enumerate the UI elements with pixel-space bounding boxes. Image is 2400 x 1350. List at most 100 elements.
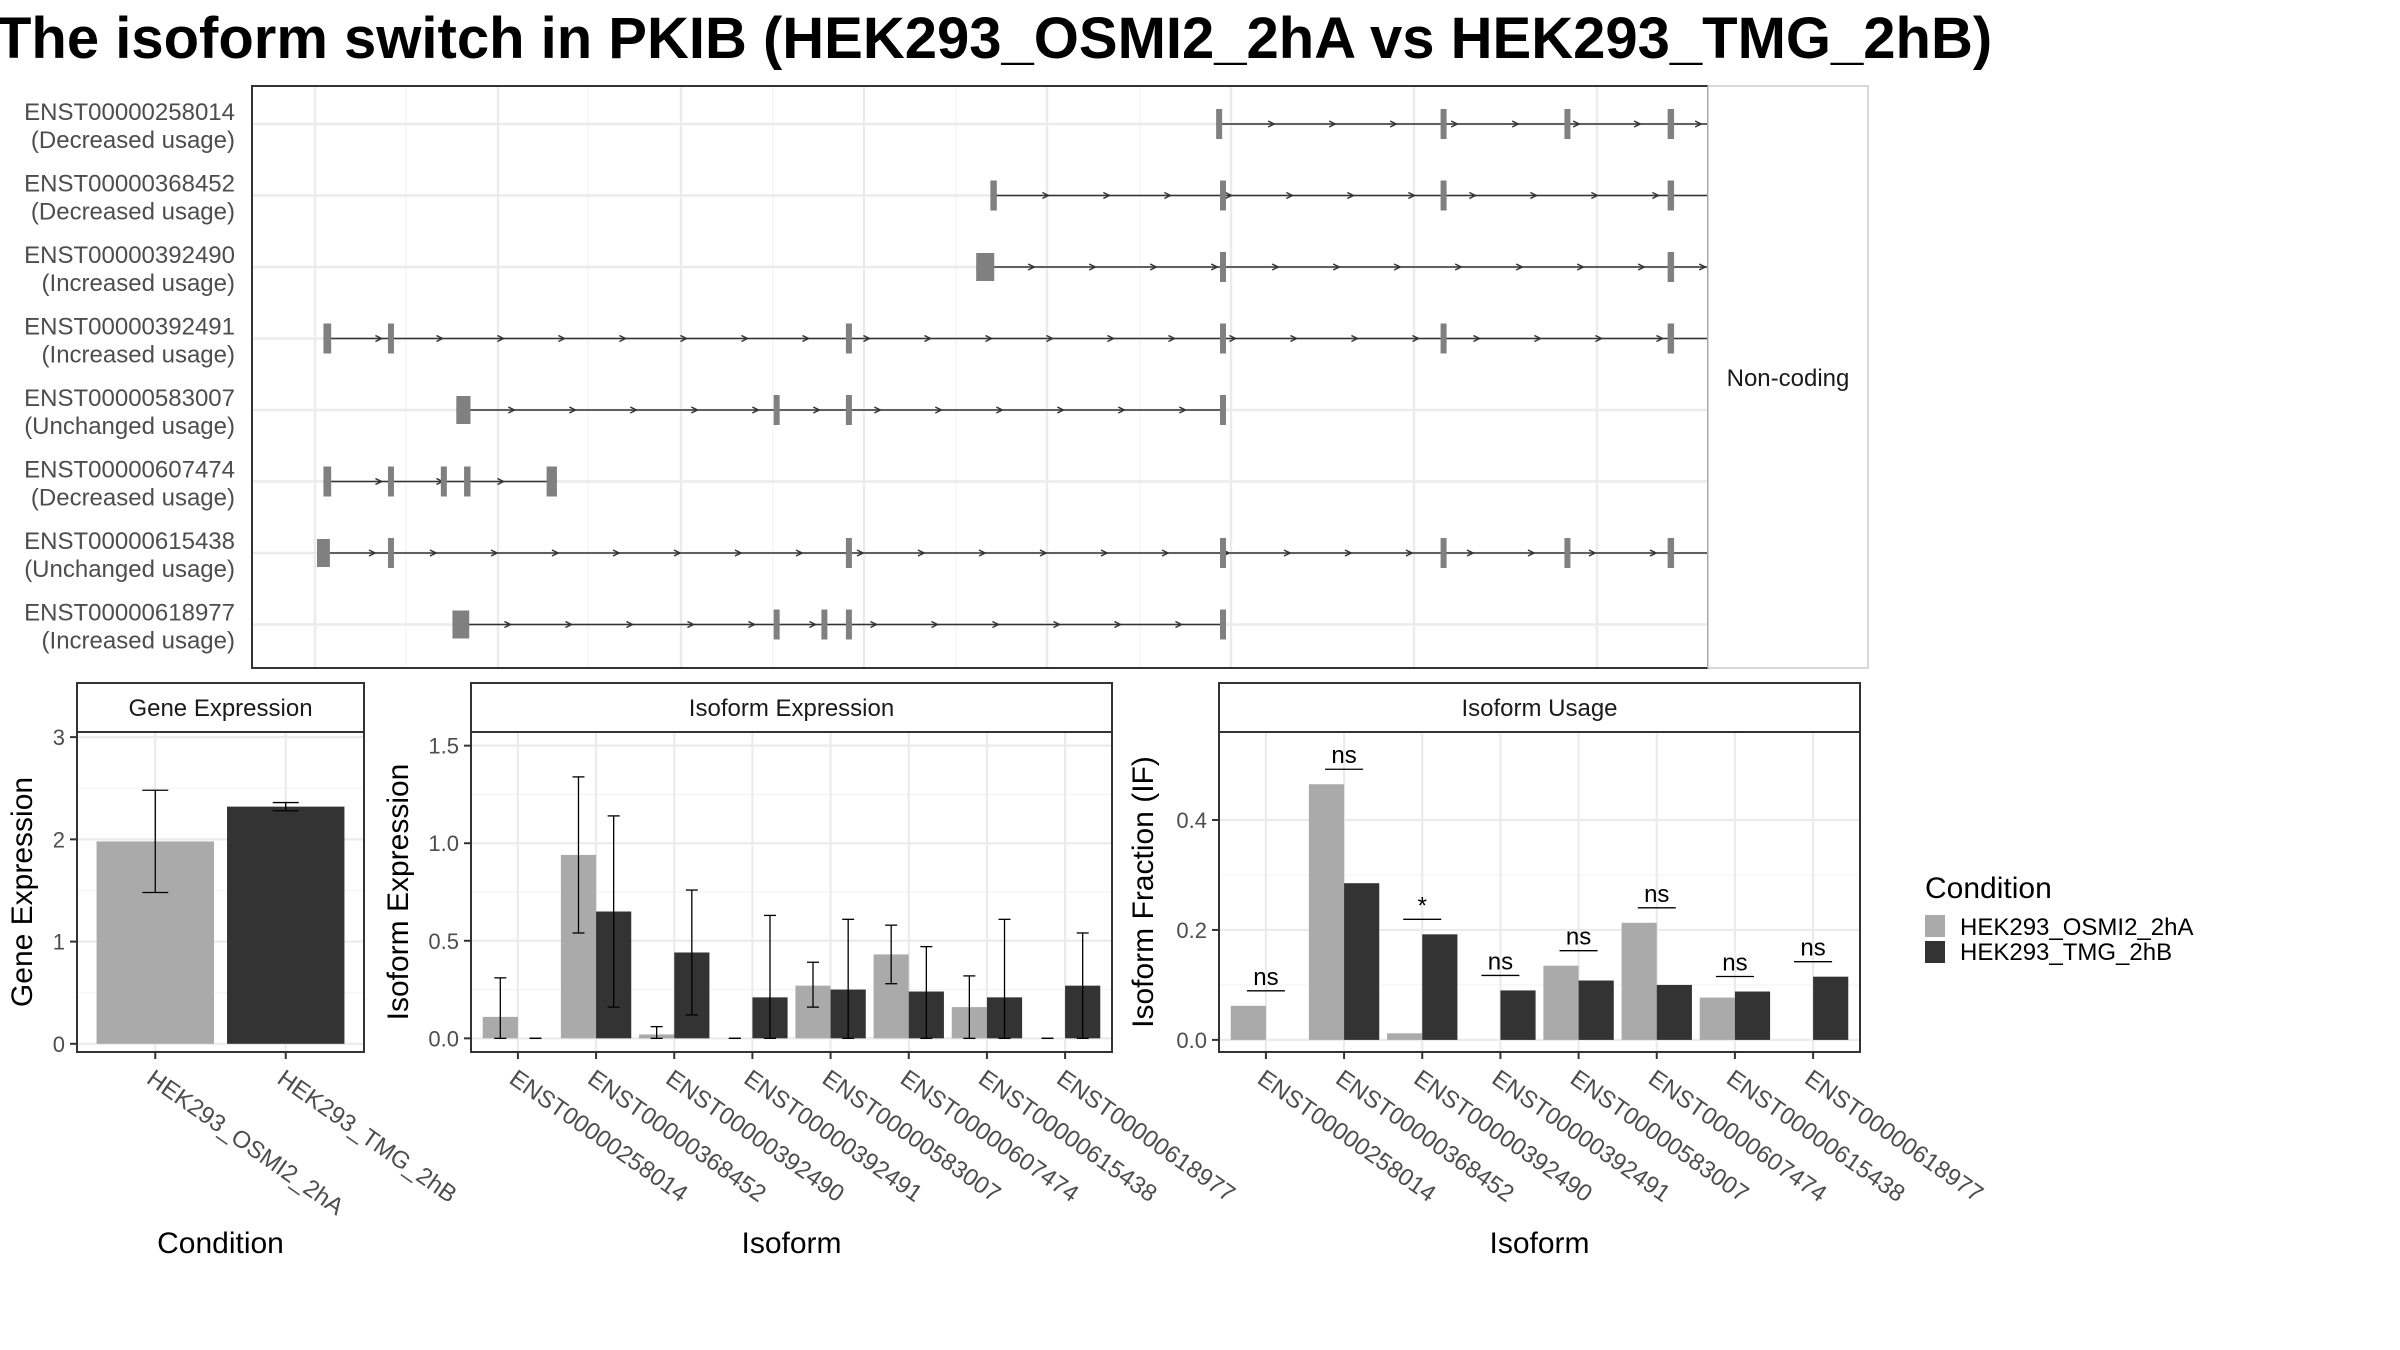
intron-arrow — [687, 620, 696, 629]
intron-arrow — [1454, 263, 1463, 271]
transcript-id-label: ENST00000583007 — [24, 385, 235, 412]
y-tick-label: 1 — [53, 930, 65, 955]
y-tick-label: 3 — [53, 725, 65, 750]
facet-strip — [1218, 682, 1861, 733]
intron-arrow — [795, 549, 804, 557]
intron-arrow — [1149, 263, 1158, 271]
legend-title: Condition — [1925, 872, 2052, 905]
intron-arrow — [1117, 406, 1126, 414]
intron-arrow — [680, 334, 689, 343]
exon-ENST00000368452-3 — [1667, 180, 1675, 211]
transcript-id-label: ENST00000607474 — [24, 457, 235, 484]
transcript-usage-label: (Unchanged usage) — [24, 556, 235, 583]
exon-ENST00000392490-0 — [976, 253, 995, 281]
intron-arrow — [504, 620, 513, 629]
intron-arrow — [1591, 191, 1600, 200]
bar-HEK293_OSMI2_2hA-1 — [1308, 784, 1345, 1040]
exon-ENST00000615438-3 — [1220, 538, 1226, 568]
transcript-usage-label: (Decreased usage) — [31, 127, 235, 154]
intron-arrow — [1450, 120, 1459, 128]
intron-arrow — [1178, 406, 1187, 414]
y-tick-label: 0.2 — [1176, 918, 1207, 943]
exon-ENST00000368452-0 — [990, 180, 997, 211]
intron-arrow — [1210, 263, 1219, 271]
intron-arrow — [1652, 191, 1661, 200]
intron-arrow — [992, 620, 1001, 629]
bar-HEK293_TMG_2hB-7 — [1813, 976, 1849, 1040]
intron-arrow — [1042, 191, 1051, 200]
bar-HEK293_TMG_2hB-4 — [1578, 980, 1614, 1040]
bar-HEK293_TMG_2hB-3 — [1500, 990, 1536, 1040]
intron-arrow — [626, 620, 635, 629]
intron-arrow — [917, 549, 926, 557]
exon-ENST00000618977-4 — [1220, 609, 1226, 640]
intron-arrow — [1100, 549, 1109, 557]
transcript-usage-label: (Increased usage) — [42, 270, 235, 297]
intron-arrow — [436, 334, 445, 343]
intron-arrow — [934, 406, 943, 414]
intron-arrow — [1649, 549, 1658, 557]
intron-arrow — [1576, 263, 1585, 271]
intron-arrow — [375, 334, 384, 343]
bar-HEK293_TMG_2hB-1 — [1344, 883, 1380, 1040]
intron-arrow — [1530, 191, 1539, 200]
exon-ENST00000392491-0 — [323, 323, 332, 354]
intron-arrow — [1175, 620, 1184, 629]
intron-arrow — [1271, 263, 1280, 271]
intron-arrow — [490, 549, 499, 557]
intron-arrow — [690, 406, 699, 414]
intron-arrow — [1168, 334, 1177, 343]
y-tick-label: 1.0 — [428, 831, 459, 856]
bar-HEK293_TMG_2hB-1 — [227, 806, 345, 1044]
significance-label: ns — [1800, 935, 1825, 962]
intron-arrow — [1056, 406, 1065, 414]
intron-arrow — [1572, 120, 1581, 128]
exon-ENST00000392491-1 — [387, 323, 394, 354]
exon-ENST00000607474-2 — [440, 466, 447, 497]
intron-arrow — [1088, 263, 1097, 271]
intron-arrow — [375, 477, 384, 486]
intron-arrow — [612, 549, 621, 557]
intron-arrow — [1283, 549, 1292, 557]
intron-arrow — [751, 406, 760, 414]
intron-arrow — [619, 334, 628, 343]
intron-arrow — [1527, 549, 1536, 557]
intron-arrow — [1107, 334, 1116, 343]
intron-arrow — [1515, 263, 1524, 271]
legend-label-osmi2: HEK293_OSMI2_2hA — [1960, 914, 2193, 941]
intron-arrow — [863, 334, 872, 343]
exon-ENST00000615438-6 — [1667, 538, 1675, 568]
transcript-usage-label: (Increased usage) — [42, 628, 235, 655]
intron-arrow — [1511, 120, 1520, 128]
transcript-id-label: ENST00000392490 — [24, 242, 235, 269]
transcript-id-label: ENST00000258014 — [24, 99, 235, 126]
intron-arrow — [985, 334, 994, 343]
bar-HEK293_TMG_2hB-2 — [1422, 934, 1458, 1040]
intron-arrow — [1103, 191, 1112, 200]
transcript-id-label: ENST00000368452 — [24, 171, 235, 198]
exon-ENST00000368452-2 — [1440, 180, 1447, 211]
exon-ENST00000618977-2 — [821, 609, 828, 640]
intron-arrow — [931, 620, 940, 629]
intron-arrow — [924, 334, 933, 343]
exon-ENST00000607474-0 — [323, 466, 332, 497]
transcript-usage-label: (Decreased usage) — [31, 199, 235, 226]
exon-ENST00000615438-1 — [387, 538, 394, 568]
transcript-structure-panel: ENST00000258014(Decreased usage)ENST0000… — [24, 85, 1869, 669]
intron-arrow — [1267, 120, 1276, 128]
intron-arrow — [1698, 263, 1707, 271]
intron-arrow — [741, 334, 750, 343]
facet-label-non-coding: Non-coding — [1727, 365, 1850, 392]
intron-arrow — [1344, 549, 1353, 557]
y-axis-title: Isoform Expression — [382, 764, 415, 1021]
y-tick-label: 0 — [53, 1032, 65, 1057]
intron-arrow — [568, 406, 577, 414]
exon-ENST00000258014-2 — [1564, 109, 1571, 139]
intron-arrow — [551, 549, 560, 557]
y-tick-label: 0.0 — [428, 1026, 459, 1051]
intron-arrow — [1637, 263, 1646, 271]
significance-label: * — [1418, 892, 1427, 919]
exon-ENST00000615438-5 — [1564, 538, 1571, 568]
